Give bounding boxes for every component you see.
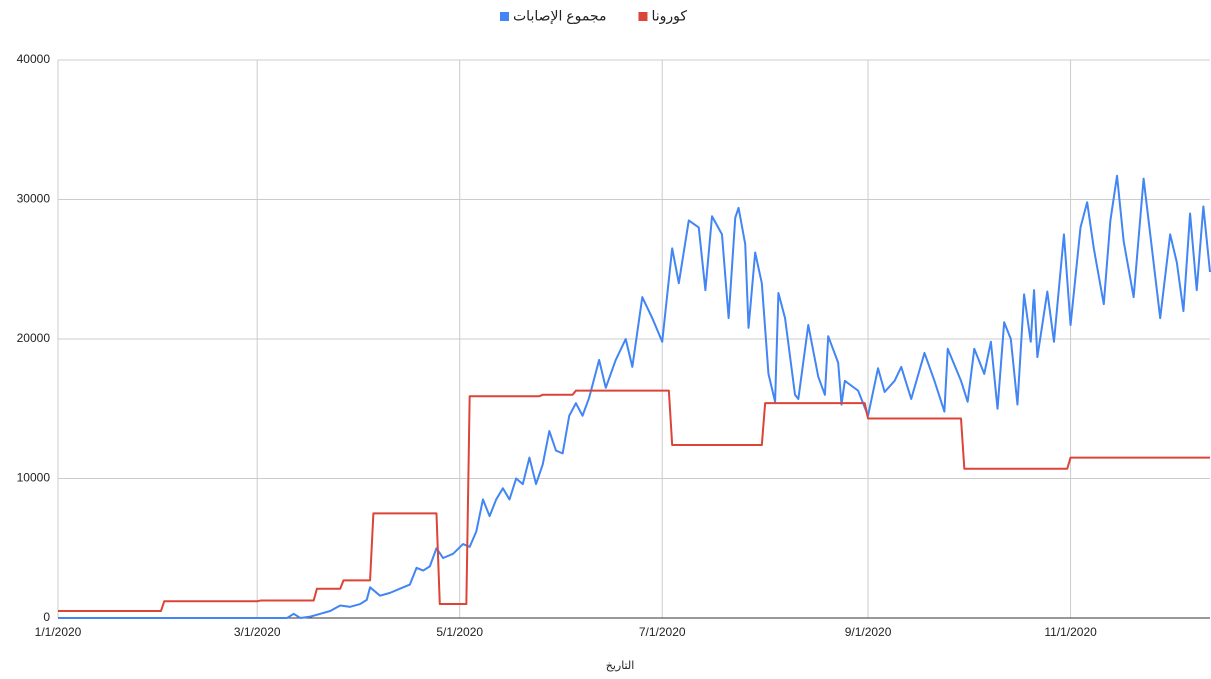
y-tick-label: 20000 — [17, 331, 51, 345]
x-tick-label: 3/1/2020 — [234, 625, 281, 639]
x-axis-label: التاريخ — [606, 660, 635, 672]
y-tick-label: 10000 — [17, 471, 51, 485]
x-tick-label: 11/1/2020 — [1044, 625, 1097, 639]
y-tick-label: 30000 — [17, 192, 51, 206]
legend-marker — [638, 12, 648, 21]
y-tick-label: 0 — [43, 610, 50, 624]
series-line — [58, 174, 1211, 619]
legend-marker — [500, 12, 509, 21]
x-tick-label: 7/1/2020 — [639, 625, 686, 639]
x-tick-label: 5/1/2020 — [436, 625, 483, 639]
y-tick-label: 40000 — [17, 52, 51, 66]
legend-label: مجموع الإصابات — [513, 8, 606, 25]
x-tick-label: 9/1/2020 — [845, 625, 892, 639]
series-line — [58, 389, 1210, 613]
x-tick-label: 1/1/2020 — [35, 625, 82, 639]
legend-label: كورونا — [651, 8, 687, 25]
